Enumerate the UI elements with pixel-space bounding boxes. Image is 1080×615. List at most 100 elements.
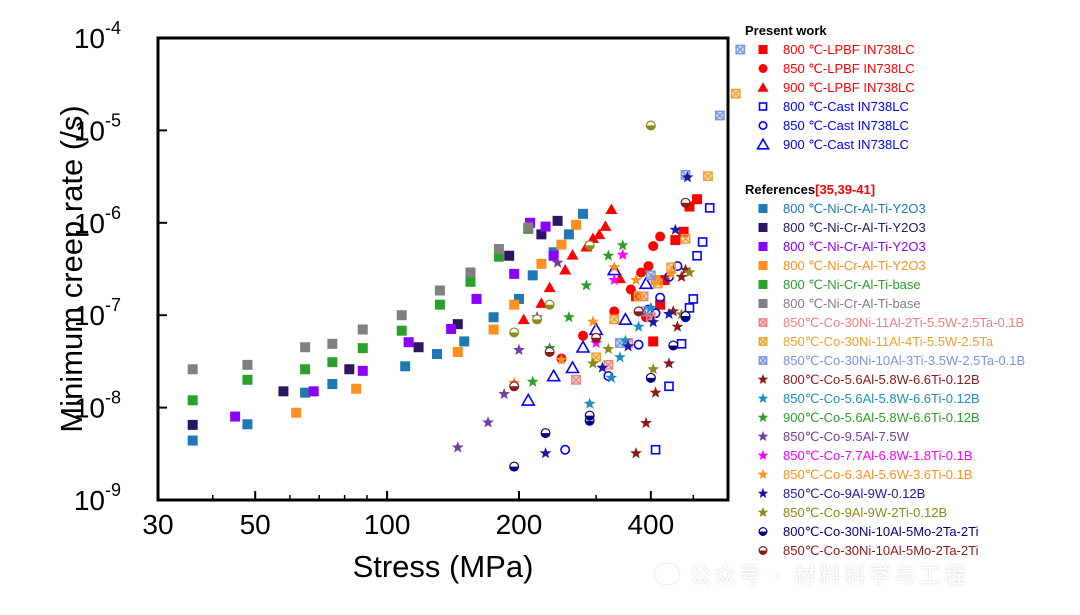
- legend-label: 800 ℃-Cast IN738LC: [783, 99, 909, 114]
- data-point: [559, 264, 572, 275]
- data-point: [591, 332, 602, 343]
- legend-marker: [757, 487, 769, 499]
- legend-label: 850℃-Co-9Al-9W-0.12B: [783, 486, 925, 501]
- legend-item: 800 ℃-Ni-Cr-Al-Ti-base: [758, 296, 921, 311]
- legend-label: 800 ℃-Ni-Cr-Al-Ti-Y2O3: [783, 220, 926, 235]
- legend-marker: [757, 449, 769, 461]
- legend-label: 800 ℃-Ni-Cr-Al-Ti-Y2O3: [783, 239, 926, 254]
- y-tick-label: 10-5: [74, 110, 121, 146]
- data-point: [665, 267, 678, 279]
- data-point: [544, 299, 555, 310]
- legend-marker: [758, 242, 768, 251]
- data-point: [622, 340, 635, 352]
- data-point: [667, 305, 680, 317]
- data-point: [614, 351, 626, 363]
- legend-label: 850℃-Co-30Ni-11Al-2Ti-5.5W-2.5Ta-0.1B: [783, 315, 1024, 330]
- data-point: [536, 229, 547, 240]
- series-16: [583, 301, 657, 409]
- plot-frame: [156, 36, 730, 502]
- data-point: [187, 395, 198, 406]
- data-point: [452, 346, 463, 357]
- data-point: [493, 244, 504, 255]
- legend-item: 850℃-Co-5.6Al-5.8W-6.6Ti-0.12B: [757, 391, 980, 406]
- legend-marker: [758, 64, 768, 73]
- data-point: [663, 307, 675, 320]
- data-point: [187, 435, 198, 446]
- series-7: [187, 215, 563, 430]
- x-tick-label: 200: [496, 509, 543, 540]
- data-point: [327, 338, 338, 349]
- data-point: [697, 237, 708, 247]
- legend-item: 800℃-Co-5.6Al-5.8W-6.6Ti-0.12B: [757, 372, 980, 387]
- y-tick-label: 10-4: [74, 18, 121, 54]
- watermark: 公众号 · 材料科学与工程: [655, 556, 1055, 592]
- legend-item: 850℃-Co-9.5Al-7.5W: [757, 429, 910, 444]
- data-point: [625, 284, 636, 295]
- series-24: [509, 197, 691, 392]
- y-tick-label: 10-8: [74, 388, 121, 424]
- data-point: [498, 387, 511, 400]
- data-point: [488, 312, 499, 323]
- legend-marker: [757, 430, 769, 442]
- legend-label: 850 ℃-Cast IN738LC: [783, 118, 909, 133]
- legend-label: 850℃-Co-30Ni-10Al-5Mo-2Ta-2Ti: [783, 543, 979, 558]
- x-tick-label: 30: [142, 509, 173, 540]
- series-3: [650, 203, 715, 455]
- series-2: [517, 203, 626, 325]
- data-point: [647, 363, 660, 375]
- legend-item: 800 ℃-Ni-Cr-Al-Ti-Y2O3: [758, 201, 926, 216]
- data-point: [640, 416, 652, 429]
- data-point: [605, 371, 618, 383]
- legend-heading: Present work: [745, 23, 827, 38]
- data-point: [618, 312, 633, 325]
- data-point: [633, 291, 644, 302]
- data-point: [605, 203, 618, 215]
- data-point: [566, 249, 579, 260]
- data-point: [242, 359, 253, 370]
- legend-marker: [758, 337, 768, 346]
- legend-marker: [758, 45, 768, 54]
- y-tick-label: 10-7: [74, 295, 121, 331]
- data-point: [446, 323, 457, 334]
- series-13: [591, 88, 741, 363]
- legend-marker: [758, 280, 768, 289]
- legend-label: 850℃-Co-30Ni-11Al-4Ti-5.5W-2.5Ta: [783, 334, 994, 349]
- y-tick-label: 10-6: [74, 203, 121, 239]
- data-point: [308, 386, 319, 397]
- legend-label: 850℃-Co-9.5Al-7.5W: [783, 429, 910, 444]
- legend-label: 850℃-Co-30Ni-10Al-3Ti-3.5W-2.5Ta-0.1B: [783, 353, 1025, 368]
- legend-item: 900℃-Co-5.6Al-5.8W-6.6Ti-0.12B: [757, 410, 980, 425]
- data-point: [609, 314, 620, 325]
- data-point: [608, 273, 621, 286]
- data-point: [577, 208, 588, 219]
- data-point: [584, 240, 595, 251]
- x-tick-label: 400: [627, 509, 674, 540]
- legend-label: 900 ℃-LPBF IN738LC: [783, 80, 915, 95]
- data-point: [730, 88, 741, 99]
- data-point: [540, 428, 551, 439]
- y-tick-label: 10-9: [74, 480, 121, 516]
- data-point: [493, 251, 504, 262]
- legend-label: 900 ℃-Cast IN738LC: [783, 137, 909, 152]
- series-10: [187, 223, 534, 406]
- data-point: [509, 327, 520, 338]
- legend-item: 800 ℃-Cast IN738LC: [758, 99, 909, 114]
- series-15: [630, 263, 692, 459]
- data-point: [583, 397, 596, 409]
- data-point: [575, 339, 591, 353]
- legend-label: 850℃-Co-6.3Al-5.6W-3.6Ti-0.1B: [783, 467, 972, 482]
- data-point: [616, 239, 629, 251]
- legend-item: 850℃-Co-9Al-9W-0.12B: [757, 486, 925, 501]
- data-point: [675, 270, 688, 282]
- data-points: [187, 44, 746, 472]
- data-point: [692, 194, 703, 205]
- data-point: [509, 461, 520, 472]
- series-4: [560, 261, 691, 455]
- legend-item: 850℃-Co-30Ni-11Al-2Ti-5.5W-2.5Ta-0.1B: [758, 315, 1024, 330]
- data-point: [602, 249, 615, 261]
- legend-item: 850 ℃-Cast IN738LC: [758, 118, 909, 133]
- data-point: [451, 441, 464, 453]
- legend-marker: [758, 204, 768, 213]
- data-point: [432, 349, 443, 360]
- data-point: [452, 319, 463, 330]
